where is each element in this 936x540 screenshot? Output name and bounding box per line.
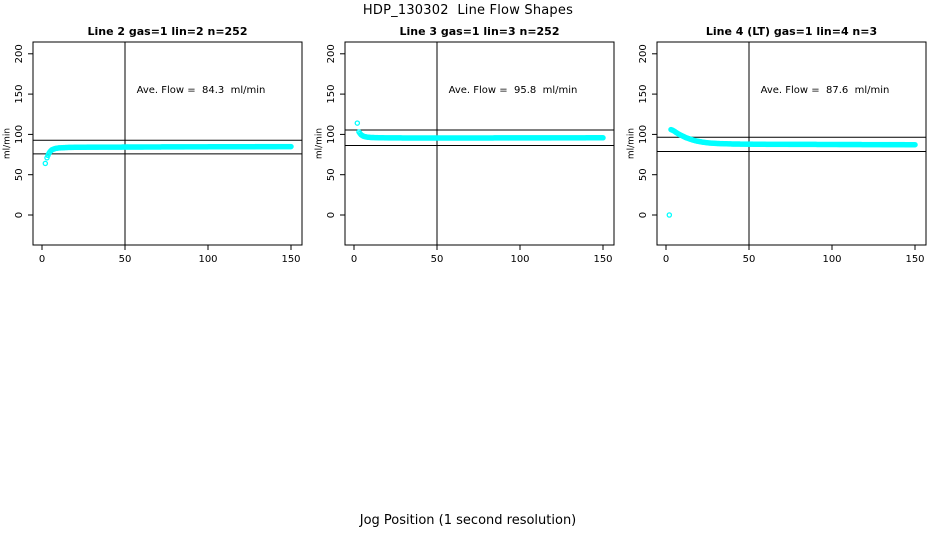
ave-flow-annotation: Ave. Flow = 87.6 ml/min xyxy=(760,85,890,96)
svg-text:200: 200 xyxy=(14,44,25,63)
ave-flow-annotation: Ave. Flow = 84.3 ml/min xyxy=(136,85,266,96)
svg-text:100: 100 xyxy=(822,254,841,265)
panel-title: Line 3 gas=1 lin=3 n=252 xyxy=(399,25,560,38)
y-axis-label: ml/min xyxy=(627,128,637,159)
svg-text:0: 0 xyxy=(351,254,357,265)
svg-text:200: 200 xyxy=(638,44,649,63)
panel-line4: 0 50 100 150 200 ml/min 0 50 100 150 Line 4 (LT) … xyxy=(624,0,936,270)
svg-text:50: 50 xyxy=(431,254,444,265)
svg-text:50: 50 xyxy=(638,168,649,181)
x-axis: 0 50 100 150 xyxy=(351,245,613,265)
data-points xyxy=(42,143,294,167)
reference-lines xyxy=(33,42,302,245)
main-title: HDP_130302 Line Flow Shapes xyxy=(362,3,574,18)
y-axis: 0 50 100 150 200 ml/min xyxy=(627,44,657,218)
x-axis: 0 50 100 150 xyxy=(39,245,301,265)
svg-text:50: 50 xyxy=(14,168,25,181)
outlier-point xyxy=(42,160,49,167)
flow-chart-svg-line3: 0 50 100 150 200 ml/min 0 50 100 150 xyxy=(315,41,615,265)
plot-box xyxy=(656,41,927,246)
svg-text:150: 150 xyxy=(326,85,337,104)
x-axis: 0 50 100 150 xyxy=(663,245,925,265)
svg-text:100: 100 xyxy=(510,254,529,265)
panel-line3: 0 50 100 150 200 ml/min 0 50 100 150 Line 3 gas=1… xyxy=(312,0,624,270)
svg-text:200: 200 xyxy=(326,44,337,63)
y-axis: 0 50 100 150 200 ml/min xyxy=(3,44,33,218)
svg-text:0: 0 xyxy=(326,212,337,218)
plot-box xyxy=(344,41,615,246)
svg-text:50: 50 xyxy=(743,254,756,265)
svg-text:50: 50 xyxy=(326,168,337,181)
panel-title: Line 4 (LT) gas=1 lin=4 n=3 xyxy=(705,25,878,38)
svg-text:100: 100 xyxy=(326,125,337,144)
outlier-point xyxy=(354,120,361,126)
svg-text:150: 150 xyxy=(638,85,649,104)
x-axis-outer-label: Jog Position (1 second resolution) xyxy=(359,513,577,528)
panel-line2: 0 50 100 150 200 ml/min 0 50 100 150 Line 2 gas=1… xyxy=(0,0,312,270)
svg-text:100: 100 xyxy=(198,254,217,265)
y-axis: 0 50 100 150 200 ml/min xyxy=(315,44,345,218)
flow-chart-svg-line4: 0 50 100 150 200 ml/min 0 50 100 150 xyxy=(627,41,927,265)
svg-text:100: 100 xyxy=(14,125,25,144)
flow-chart-svg-line2: 0 50 100 150 200 ml/min 0 50 100 150 xyxy=(3,41,303,265)
svg-text:100: 100 xyxy=(638,125,649,144)
svg-text:150: 150 xyxy=(14,85,25,104)
svg-text:0: 0 xyxy=(638,212,649,218)
svg-text:50: 50 xyxy=(119,254,132,265)
y-axis-label: ml/min xyxy=(315,128,325,159)
plot-box xyxy=(32,41,303,246)
data-points xyxy=(354,120,606,141)
svg-text:0: 0 xyxy=(39,254,45,265)
outlier-point xyxy=(666,212,673,218)
svg-text:150: 150 xyxy=(593,254,612,265)
panel-title: Line 2 gas=1 lin=2 n=252 xyxy=(87,25,248,38)
svg-text:0: 0 xyxy=(663,254,669,265)
data-points xyxy=(666,126,918,218)
svg-text:150: 150 xyxy=(905,254,924,265)
y-axis-label: ml/min xyxy=(3,128,13,159)
svg-text:150: 150 xyxy=(281,254,300,265)
reference-lines xyxy=(345,42,614,245)
ave-flow-annotation: Ave. Flow = 95.8 ml/min xyxy=(448,85,578,96)
svg-text:0: 0 xyxy=(14,212,25,218)
